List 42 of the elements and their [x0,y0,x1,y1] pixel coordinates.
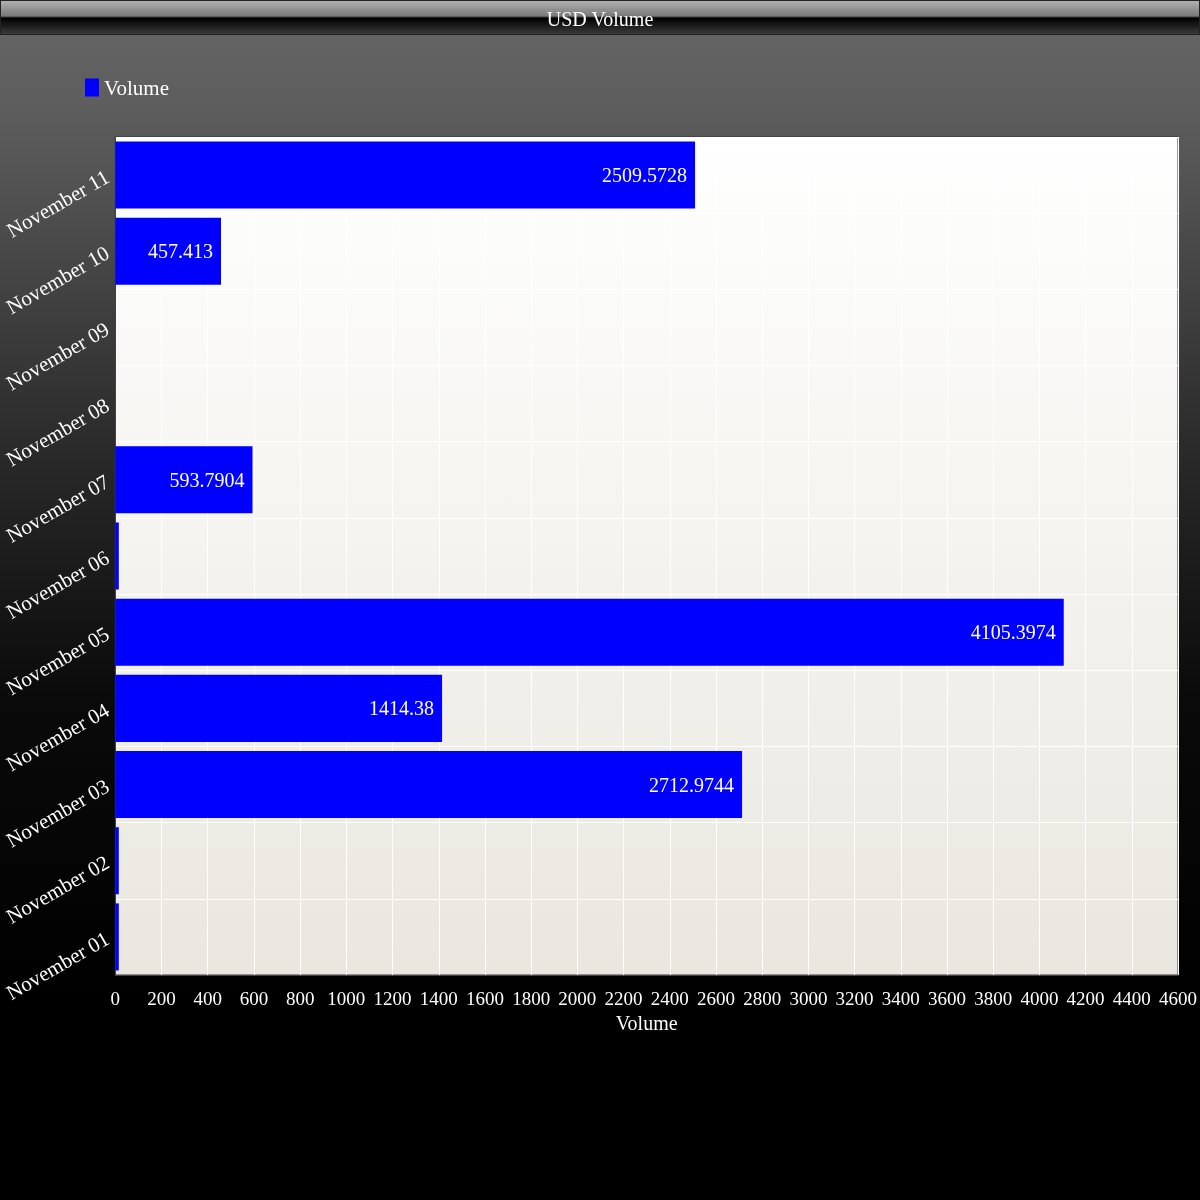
bar [115,674,443,742]
bar [115,217,222,285]
x-tick-label: 1600 [465,988,504,1009]
data-label: 2712.9744 [649,773,735,796]
x-tick-label: 400 [193,988,222,1009]
bar [115,141,696,209]
x-tick-label: 1800 [512,988,551,1009]
x-tick-label: 2600 [696,988,735,1009]
x-tick-label: 3000 [789,988,828,1009]
chart-title: USD Volume [546,8,654,30]
x-tick-label: 2800 [743,988,782,1009]
x-tick-label: 1200 [373,988,412,1009]
x-tick-label: 3600 [927,988,966,1009]
x-tick-label: 600 [239,988,269,1009]
data-label: 593.7904 [169,468,245,491]
data-label: 457.413 [148,240,214,263]
x-tick-label: 4000 [1020,988,1059,1009]
bar [115,522,119,590]
x-tick-label: 800 [285,988,315,1009]
data-label: 2509.5728 [602,164,688,187]
bar [115,903,119,971]
bar [115,598,1064,666]
x-tick-label: 2000 [558,988,597,1009]
x-tick-label: 3200 [835,988,874,1009]
bar [115,827,119,895]
x-tick-label: 2200 [604,988,643,1009]
bar [115,446,253,514]
legend-label: Volume [104,75,169,100]
x-tick-label: 4200 [1066,988,1105,1009]
x-tick-label: 3400 [881,988,920,1009]
x-tick-label: 3800 [974,988,1013,1009]
x-tick-label: 1000 [327,988,366,1009]
x-tick-label: 4600 [1159,988,1197,1009]
bar [115,751,743,819]
x-tick-label: 0 [110,988,121,1009]
data-label: 4105.3974 [970,621,1056,644]
x-tick-label: 1400 [419,988,458,1009]
x-tick-label: 4400 [1112,988,1151,1009]
x-tick-label: 200 [147,988,176,1009]
x-axis-title: Volume [615,1011,678,1034]
x-tick-label: 2400 [650,988,689,1009]
data-label: 1414.38 [369,697,435,720]
